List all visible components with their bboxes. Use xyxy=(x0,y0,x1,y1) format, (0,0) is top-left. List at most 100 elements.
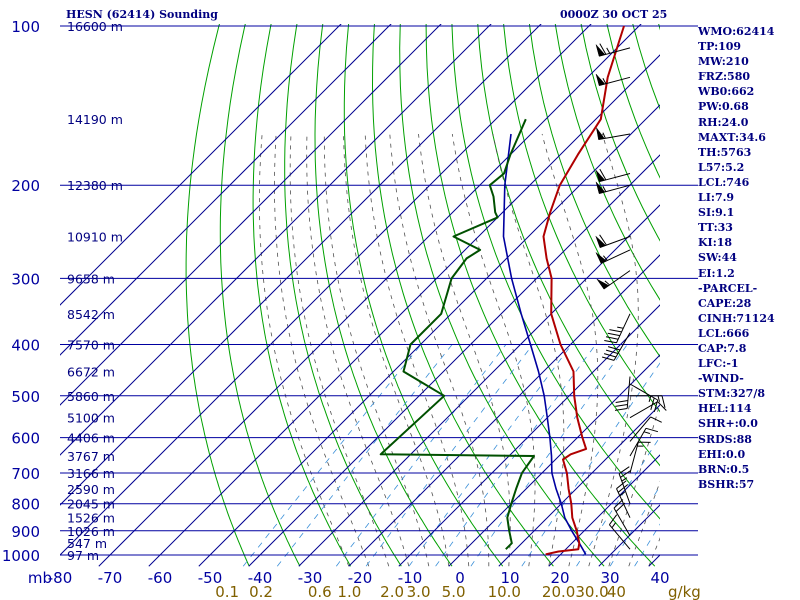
temperature-tick-label: 10 xyxy=(500,569,519,587)
dry-adiabat-line xyxy=(284,24,402,567)
temperature-tick-label: 40 xyxy=(650,569,669,587)
pressure-tick-label: 1000 xyxy=(2,547,40,565)
height-label: 3166 m xyxy=(67,466,115,481)
sounding-index: TT:33 xyxy=(698,221,733,235)
sounding-index: CAP:7.8 xyxy=(698,341,747,355)
sounding-index: LI:7.9 xyxy=(698,191,735,205)
mixing-ratio-label: 0.1 xyxy=(215,583,239,600)
temperature-axis: mb-80 -70 -60 -50 -40 -30 -20 -10 0 10 20 30 40 xyxy=(28,569,670,587)
pressure-tick-label: 300 xyxy=(11,270,40,288)
height-label: 547 m xyxy=(67,536,107,551)
sounding-index: L57:5.2 xyxy=(698,160,745,174)
sounding-index: EHI:0.0 xyxy=(698,447,746,461)
sounding-index: WMO:62414 xyxy=(698,25,775,38)
wind-barb xyxy=(601,332,631,361)
height-label: 5100 m xyxy=(67,411,115,426)
temperature-tick-label: -40 xyxy=(248,569,273,587)
wind-barb xyxy=(629,383,659,413)
isotherm-line xyxy=(98,24,642,567)
pressure-tick-label: 200 xyxy=(11,177,40,195)
sounding-index: SHR+:0.0 xyxy=(698,417,758,431)
mixing-ratio-label: 40 xyxy=(607,583,626,600)
mixing-ratio-line xyxy=(408,344,572,567)
sounding-index: LCL:746 xyxy=(698,175,750,189)
mixing-ratio-line xyxy=(335,344,507,567)
mixing-ratio-line xyxy=(576,436,660,567)
wind-barb xyxy=(629,401,667,419)
height-label: 16600 m xyxy=(67,19,123,34)
height-label: 1526 m xyxy=(67,511,115,526)
pressure-tick-label: 100 xyxy=(11,18,40,36)
moist-adiabat-line xyxy=(541,133,599,567)
mixing-ratio-label: 0.6 xyxy=(308,583,332,600)
height-label: 12380 m xyxy=(67,178,123,193)
wind-barb xyxy=(614,376,631,411)
sounding-index: LFC:-1 xyxy=(698,357,739,371)
height-label: 97 m xyxy=(67,548,99,563)
mixing-ratio-line xyxy=(609,485,660,567)
isotherm-line xyxy=(348,254,660,567)
height-labels: 16600 m 14190 m 12380 m 10910 m 9658 m 8542 m… xyxy=(67,19,123,563)
moist-adiabat-line xyxy=(451,133,536,567)
sounding-indices-list: WMO:62414 TP:109 MW:210 FRZ:580 WB0:662 PW:0.… xyxy=(698,24,798,492)
dry-adiabat-line xyxy=(314,24,453,567)
isotherm-lines xyxy=(60,24,660,567)
pressure-tick-label: 900 xyxy=(11,523,40,541)
wind-barb-pennant xyxy=(595,236,607,248)
height-label: 6672 m xyxy=(67,365,115,380)
dry-adiabat-line xyxy=(219,24,301,567)
sounding-index: SRDS:88 xyxy=(698,432,752,446)
dry-adiabat-line xyxy=(252,24,352,567)
isotherm-line xyxy=(398,304,660,567)
dry-adiabat-line xyxy=(554,24,660,301)
mixing-ratio-label: 3.0 xyxy=(407,583,431,600)
sounding-index: CAPE:28 xyxy=(698,296,752,310)
isotherm-line xyxy=(548,454,660,567)
wind-barb-pennant xyxy=(596,127,605,140)
mixing-ratio-line xyxy=(276,344,453,567)
isotherm-line xyxy=(60,24,342,306)
pressure-axis: 100 200 300 400 500 600 700 800 900 1000 xyxy=(2,18,40,565)
mixing-ratio-label: 5.0 xyxy=(442,583,466,600)
mixing-ratio-label: 20.0 xyxy=(542,583,575,600)
sounding-index: TP:109 xyxy=(698,40,742,54)
height-label: 8542 m xyxy=(67,307,115,322)
temperature-tick-label: 20 xyxy=(550,569,569,587)
moist-adiabat-line xyxy=(306,133,410,567)
mixing-ratio-unit: g/kg xyxy=(668,583,701,600)
temperature-tick-label: -80 xyxy=(48,569,73,587)
mixing-ratio-label: 1.0 xyxy=(337,583,361,600)
dry-adiabat-line xyxy=(343,24,504,567)
dry-adiabat-line xyxy=(580,24,660,242)
wind-barb-pennant xyxy=(595,73,606,86)
temperature-tick-label: 0 xyxy=(455,569,465,587)
height-label: 10910 m xyxy=(67,230,123,245)
wind-barb-pennant xyxy=(595,181,606,194)
wind-barb-pennant xyxy=(595,44,606,57)
dry-adiabat-line xyxy=(185,24,250,567)
isotherm-line xyxy=(148,54,660,567)
height-label: 4406 m xyxy=(67,431,115,446)
dry-adiabat-line xyxy=(371,24,554,567)
wind-barb xyxy=(629,416,662,442)
height-label: 1026 m xyxy=(67,524,115,539)
sounding-index: WB0:662 xyxy=(698,85,755,99)
sounding-index: RH:24.0 xyxy=(698,115,749,129)
wind-barbs xyxy=(595,43,667,550)
mixing-ratio-label: 30.0 xyxy=(575,583,608,600)
pressure-tick-label: 500 xyxy=(11,388,40,406)
sounding-index: SI:9.1 xyxy=(698,206,735,220)
sounding-profiles xyxy=(379,25,625,556)
chart-title: HESN (62414) Sounding xyxy=(66,8,218,21)
temperature-tick-label: -60 xyxy=(148,569,173,587)
pressure-tick-label: 400 xyxy=(11,336,40,354)
mixing-ratio-labels: 0.1 0.2 0.6 1.0 2.0 3.0 5.0 10.0 20.0 30.040 g/kg xyxy=(215,583,701,600)
sounding-index: MW:210 xyxy=(698,55,749,69)
mixing-ratio-line xyxy=(242,344,422,567)
wind-barb xyxy=(613,499,631,537)
isotherm-line xyxy=(448,354,660,567)
sounding-index: PW:0.68 xyxy=(698,100,749,114)
mixing-ratio-line xyxy=(634,523,660,567)
sounding-index: CINH:71124 xyxy=(698,311,775,325)
